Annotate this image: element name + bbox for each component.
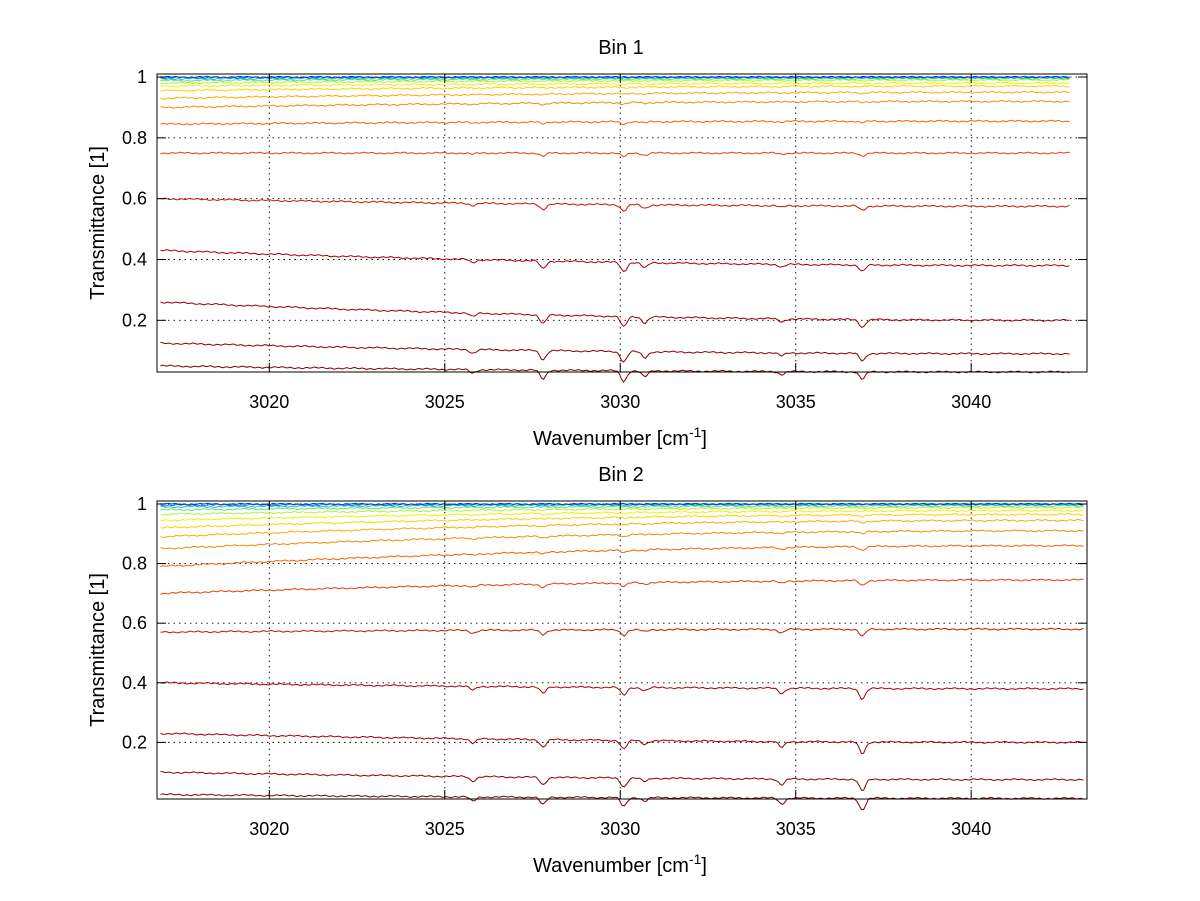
y-tick-label: 1	[137, 67, 147, 87]
series-line	[160, 341, 1070, 363]
y-tick-label: 0.8	[122, 554, 147, 574]
y-axis-label: Transmittance [1]	[87, 573, 109, 727]
series-line	[160, 544, 1084, 568]
axis-ticks: 3020 3025 3030 3035 3040 0.2 0.4 0.6 0.8 1	[122, 494, 1087, 839]
series-line	[160, 249, 1070, 273]
x-tick-label: 3025	[425, 819, 465, 839]
series-line	[160, 301, 1070, 329]
x-tick-label: 3040	[951, 392, 991, 412]
series-line	[160, 81, 1070, 88]
y-tick-label: 1	[137, 494, 147, 514]
y-tick-label: 0.2	[122, 732, 147, 752]
series-line	[160, 578, 1084, 595]
series-line	[160, 681, 1084, 701]
series-lines	[160, 75, 1070, 383]
series-line	[160, 509, 1084, 522]
x-tick-label: 3020	[249, 392, 289, 412]
x-tick-label: 3030	[600, 819, 640, 839]
plot-title: Bin 2	[598, 464, 644, 486]
plot-title: Bin 1	[598, 37, 644, 59]
x-tick-label: 3020	[249, 819, 289, 839]
series-line	[160, 504, 1084, 512]
series-line	[160, 197, 1070, 212]
series-line	[160, 512, 1084, 529]
x-tick-label: 3040	[951, 819, 991, 839]
series-line	[160, 75, 1070, 79]
series-line	[160, 770, 1084, 791]
axis-ticks: 3020 3025 3030 3035 3040 0.2 0.4 0.6 0.8 1	[122, 67, 1087, 412]
series-line	[160, 732, 1084, 755]
y-tick-label: 0.6	[122, 189, 147, 209]
series-line	[160, 84, 1070, 92]
series-line	[160, 119, 1070, 126]
y-axis-label: Transmittance [1]	[87, 146, 109, 300]
axes-frame	[156, 73, 1088, 373]
series-line	[160, 503, 1084, 509]
series-line	[160, 364, 1070, 383]
x-axis-label: Wavenumber [cm-1]	[533, 851, 707, 877]
series-line	[160, 76, 1070, 81]
y-tick-label: 0.4	[122, 673, 147, 693]
series-line	[160, 529, 1084, 550]
series-line	[160, 502, 1084, 506]
x-tick-label: 3030	[600, 392, 640, 412]
series-line	[160, 77, 1070, 82]
x-tick-label: 3035	[776, 392, 816, 412]
plot-bin-2: Bin 2 3020 3025 3030 3035 30400.20.40.60.81 …	[87, 464, 1088, 877]
axes-frame	[156, 500, 1088, 800]
x-tick-label: 3025	[425, 392, 465, 412]
series-line	[160, 627, 1084, 637]
x-tick-label: 3035	[776, 819, 816, 839]
plot-bin-1: Bin 1 3020 3025 3030 3035 30400.20.40.60.81 …	[87, 37, 1088, 450]
x-axis-label: Wavenumber [cm-1]	[533, 424, 707, 450]
y-tick-label: 0.4	[122, 249, 147, 269]
series-line	[160, 99, 1070, 109]
series-line	[160, 506, 1084, 516]
series-line	[160, 518, 1084, 539]
y-tick-label: 0.6	[122, 613, 147, 633]
series-line	[160, 90, 1070, 100]
series-line	[160, 151, 1070, 158]
y-tick-label: 0.8	[122, 128, 147, 148]
y-tick-label: 0.2	[122, 310, 147, 330]
series-lines	[160, 502, 1084, 811]
